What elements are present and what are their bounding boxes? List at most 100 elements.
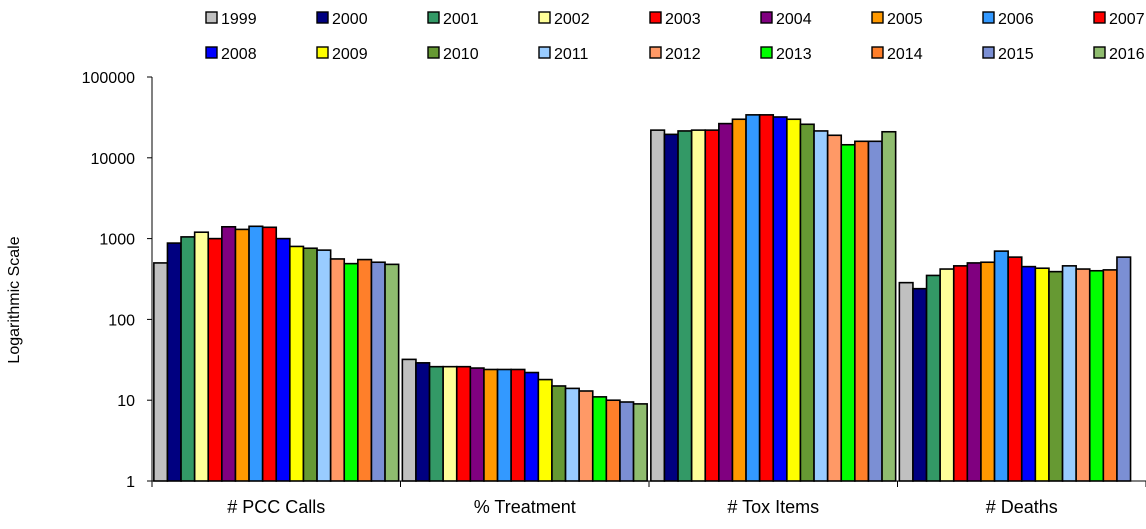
- legend-item: 2012: [649, 46, 701, 63]
- bar-2013-2: [840, 143, 856, 482]
- bar-1999-0: [153, 262, 169, 482]
- bar-2014-2: [854, 140, 870, 482]
- bar-2003-0: [207, 237, 223, 482]
- y-axis: 1 10 100 1000 10000 100000: [82, 70, 153, 491]
- bar-2005-2: [731, 118, 747, 482]
- bar-2013-1: [591, 396, 608, 482]
- bar-2015-1: [619, 401, 635, 482]
- bar-2005-0: [234, 228, 250, 482]
- bar-2012-0: [329, 258, 346, 482]
- legend-item: 2005: [871, 11, 923, 28]
- legend-label: 2005: [887, 11, 923, 28]
- bar-2009-1: [537, 378, 553, 482]
- bar-2009-2: [786, 118, 802, 482]
- y-axis-label: Logarithmic Scale: [6, 236, 23, 363]
- bar-2011-0: [316, 249, 332, 482]
- bar-2007-0: [261, 226, 278, 482]
- bar-2013-0: [343, 262, 359, 482]
- bar-2011-1: [564, 387, 580, 482]
- legend-swatch: [205, 11, 218, 24]
- y-tick-label: 1: [126, 474, 135, 491]
- legend-item: 2008: [205, 46, 257, 63]
- bar-2010-0: [302, 247, 318, 482]
- legend-swatch: [427, 46, 440, 59]
- bar-2002-0: [193, 231, 210, 482]
- bar-2016-1: [632, 403, 648, 482]
- legend-item: 1999: [205, 11, 257, 28]
- legend-swatch: [982, 46, 995, 59]
- legend-item: 2004: [760, 11, 812, 28]
- bar-2000-2: [663, 133, 679, 482]
- bar-2002-2: [690, 129, 707, 482]
- legend-swatch: [760, 11, 773, 24]
- y-tick-label: 10000: [91, 151, 136, 168]
- bar-2007-2: [758, 114, 775, 482]
- legend-label: 2000: [332, 11, 368, 28]
- legend-item: 2006: [982, 11, 1034, 28]
- bar-2010-1: [551, 385, 567, 482]
- bar-2015-0: [370, 261, 386, 482]
- y-tick-label: 100: [108, 312, 135, 329]
- bar-2004-1: [469, 367, 485, 482]
- bar-2008-1: [523, 371, 540, 482]
- legend-swatch: [982, 11, 995, 24]
- bar-2012-3: [1075, 268, 1091, 482]
- bar-2001-2: [677, 130, 693, 482]
- legend-item: 2002: [538, 11, 590, 28]
- bar-2011-2: [813, 130, 829, 482]
- legend-swatch: [205, 46, 218, 59]
- legend-label: 2014: [887, 46, 923, 63]
- bar-2006-1: [496, 368, 512, 482]
- bar-2004-3: [966, 262, 982, 482]
- legend-label: 2015: [998, 46, 1034, 63]
- bar-2015-3: [1116, 256, 1132, 482]
- legend-item: 2000: [316, 11, 368, 28]
- legend-item: 2010: [427, 46, 479, 63]
- legend-swatch: [538, 46, 551, 59]
- x-tick-label: # PCC Calls: [227, 497, 325, 517]
- bar-2001-0: [180, 236, 196, 482]
- bar-2006-0: [248, 225, 264, 482]
- legend-swatch: [316, 46, 329, 59]
- bar-2001-1: [428, 365, 444, 482]
- bar-2003-1: [455, 365, 472, 482]
- legend-label: 2012: [665, 46, 701, 63]
- bar-2008-0: [275, 237, 291, 482]
- bar-2014-1: [605, 399, 621, 482]
- bar-2012-1: [578, 390, 594, 482]
- legend-swatch: [538, 11, 551, 24]
- bar-2000-0: [166, 242, 182, 482]
- bar-2001-3: [925, 274, 941, 482]
- y-tick-label: 1000: [99, 232, 135, 249]
- legend-item: 2013: [760, 46, 812, 63]
- legend-label: 2003: [665, 11, 701, 28]
- legend-label: 2004: [776, 11, 812, 28]
- bar-2016-2: [881, 130, 897, 482]
- x-tick-label: # Deaths: [986, 497, 1058, 517]
- bar-2004-2: [718, 122, 734, 482]
- bar-2011-3: [1061, 265, 1077, 482]
- bar-2014-3: [1102, 269, 1118, 482]
- bar-2006-3: [993, 250, 1009, 482]
- bar-1999-1: [401, 358, 417, 482]
- legend-item: 2015: [982, 46, 1034, 63]
- bar-2009-0: [289, 245, 305, 482]
- bar-2015-2: [867, 140, 883, 482]
- legend-label: 2011: [554, 46, 589, 63]
- legend-label: 2009: [332, 46, 368, 63]
- legend-swatch: [1093, 11, 1106, 24]
- x-tick-label: % Treatment: [474, 497, 576, 517]
- y-tick-label: 100000: [82, 70, 135, 87]
- legend-swatch: [427, 11, 440, 24]
- bar-2012-2: [826, 134, 843, 482]
- bar-2006-2: [745, 114, 761, 482]
- legend-swatch: [871, 46, 884, 59]
- bar-2003-3: [952, 265, 969, 482]
- bar-2002-1: [442, 365, 458, 482]
- bar-2014-0: [357, 258, 373, 482]
- legend-label: 2007: [1109, 11, 1145, 28]
- bar-2010-3: [1048, 270, 1064, 482]
- bar-2008-3: [1020, 265, 1037, 482]
